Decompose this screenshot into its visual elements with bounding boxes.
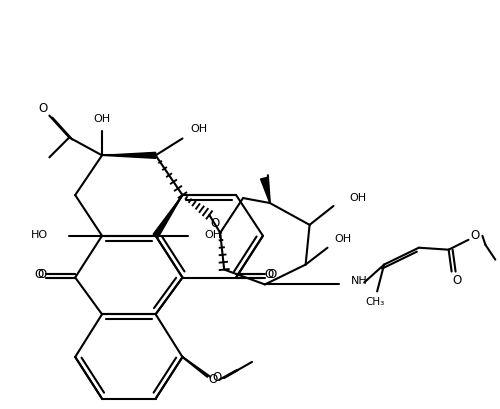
Text: OH: OH xyxy=(350,193,366,203)
Text: O: O xyxy=(267,268,276,281)
Text: OH: OH xyxy=(204,230,222,240)
Text: OH: OH xyxy=(334,234,351,244)
Text: OH: OH xyxy=(190,124,208,133)
Text: O: O xyxy=(264,268,274,281)
Polygon shape xyxy=(260,178,270,203)
Text: O: O xyxy=(210,217,220,230)
Polygon shape xyxy=(102,153,156,158)
Text: O: O xyxy=(212,371,222,384)
Text: O: O xyxy=(471,229,480,242)
Text: O: O xyxy=(38,268,47,281)
Text: OH: OH xyxy=(94,114,110,124)
Text: O: O xyxy=(39,102,48,115)
Text: O: O xyxy=(452,274,461,287)
Text: O: O xyxy=(35,268,44,281)
Text: HO: HO xyxy=(32,230,48,240)
Polygon shape xyxy=(153,195,182,238)
Text: O: O xyxy=(208,373,218,387)
Text: CH₃: CH₃ xyxy=(366,297,385,307)
Text: NH: NH xyxy=(352,276,368,286)
